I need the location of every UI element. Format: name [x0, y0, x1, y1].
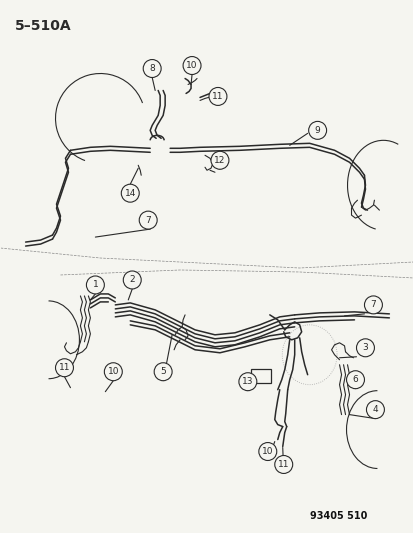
FancyBboxPatch shape [250, 369, 270, 383]
Circle shape [274, 456, 292, 473]
Text: 8: 8 [149, 64, 155, 73]
Text: 9: 9 [314, 126, 320, 135]
Circle shape [104, 363, 122, 381]
Circle shape [143, 60, 161, 77]
Circle shape [356, 339, 373, 357]
Text: 10: 10 [186, 61, 197, 70]
Text: 10: 10 [107, 367, 119, 376]
Text: 13: 13 [242, 377, 253, 386]
Text: 7: 7 [370, 301, 375, 309]
Circle shape [123, 271, 141, 289]
Text: 11: 11 [59, 363, 70, 372]
Circle shape [86, 276, 104, 294]
Circle shape [238, 373, 256, 391]
Circle shape [308, 122, 326, 139]
Text: 10: 10 [261, 447, 273, 456]
Circle shape [209, 87, 226, 106]
Text: 2: 2 [129, 276, 135, 285]
Text: 1: 1 [92, 280, 98, 289]
Text: 3: 3 [362, 343, 368, 352]
Circle shape [55, 359, 73, 377]
Text: 5: 5 [160, 367, 166, 376]
Text: 4: 4 [372, 405, 377, 414]
Circle shape [346, 371, 363, 389]
Circle shape [121, 184, 139, 202]
Circle shape [258, 442, 276, 461]
Text: 11: 11 [212, 92, 223, 101]
Circle shape [366, 401, 384, 418]
Text: 12: 12 [214, 156, 225, 165]
Text: 14: 14 [124, 189, 135, 198]
Circle shape [211, 151, 228, 169]
Text: 5–510A: 5–510A [14, 19, 71, 33]
Circle shape [363, 296, 382, 314]
Text: 7: 7 [145, 216, 151, 224]
Circle shape [154, 363, 172, 381]
Text: 11: 11 [277, 460, 289, 469]
Circle shape [139, 211, 157, 229]
Circle shape [183, 56, 201, 75]
Text: 93405 510: 93405 510 [309, 511, 366, 521]
Text: 6: 6 [352, 375, 358, 384]
